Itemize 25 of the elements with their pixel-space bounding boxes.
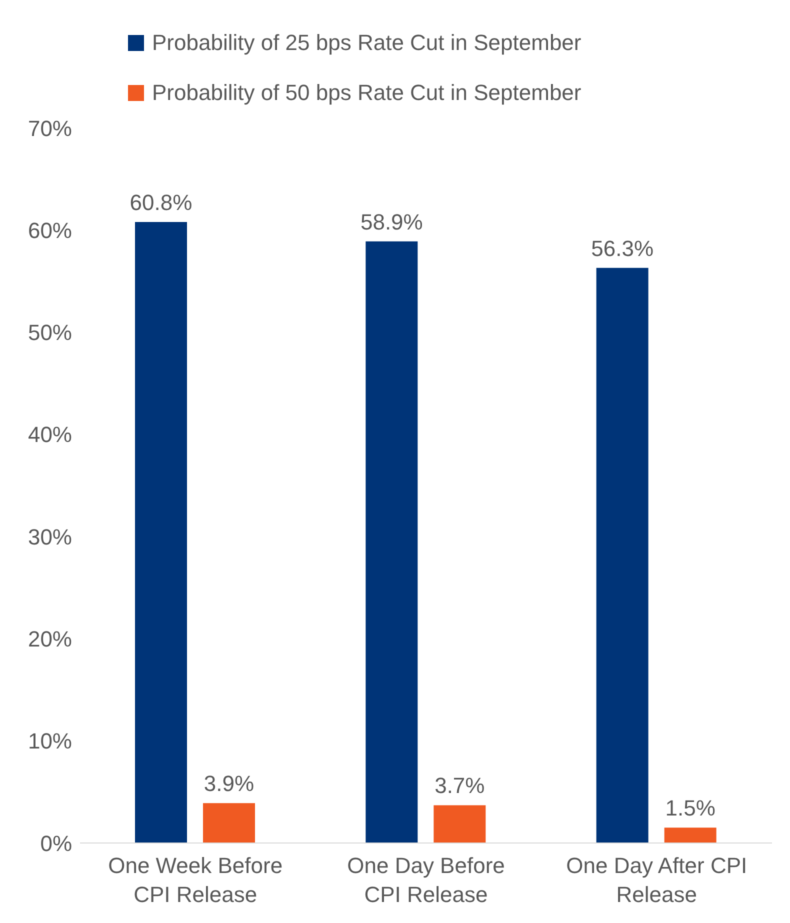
legend-label: Probability of 50 bps Rate Cut in September <box>152 80 582 106</box>
y-tick-label: 30% <box>28 524 72 550</box>
y-tick-label: 10% <box>28 728 72 754</box>
legend-label: Probability of 25 bps Rate Cut in September <box>152 30 582 56</box>
bar <box>135 222 187 843</box>
y-tick-label: 40% <box>28 422 72 448</box>
data-label: 3.9% <box>204 771 254 796</box>
data-label: 60.8% <box>130 190 192 215</box>
y-tick-label: 60% <box>28 218 72 243</box>
data-label: 56.3% <box>591 236 654 261</box>
bar <box>434 805 486 843</box>
y-tick-label: 50% <box>28 320 72 346</box>
y-tick-label: 70% <box>28 116 72 141</box>
bar <box>664 828 716 843</box>
data-label: 58.9% <box>360 209 423 234</box>
y-tick-label: 0% <box>40 830 72 856</box>
x-tick-label: One Day Before CPI Release <box>347 853 505 907</box>
x-tick-label: One Day After CPI Release <box>566 853 748 907</box>
data-label: 1.5% <box>665 796 716 821</box>
bar <box>203 803 255 843</box>
data-label: 3.7% <box>434 773 485 798</box>
bar <box>596 268 648 843</box>
x-tick-label: One Week Before CPI Release <box>108 853 283 907</box>
bar <box>366 241 418 843</box>
y-tick-label: 20% <box>28 626 72 652</box>
